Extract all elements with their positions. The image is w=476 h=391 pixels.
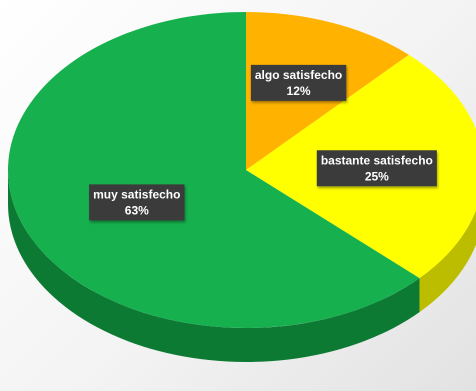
data-label-category: muy satisfecho <box>93 187 180 201</box>
data-label-muy-satisfecho: muy satisfecho 63% <box>89 184 185 221</box>
data-label-box <box>89 184 185 221</box>
data-label-category: bastante satisfecho <box>321 153 433 167</box>
pie-slice-muy-satisfecho <box>7 12 420 329</box>
data-label-value: 25% <box>365 169 389 183</box>
pie-side-muy-satisfecho <box>8 170 420 362</box>
data-label-bastante-satisfecho: bastante satisfecho 25% <box>316 150 437 187</box>
data-label-value: 63% <box>125 203 149 217</box>
data-label-box <box>316 150 437 187</box>
data-label-category: algo satisfecho <box>255 68 342 82</box>
data-label-algo-satisfecho: algo satisfecho 12% <box>250 64 347 101</box>
pie-sides <box>8 170 476 362</box>
pie-side-bastante-satisfecho <box>419 210 476 313</box>
data-label-box <box>250 64 347 101</box>
pie-data-labels: algo satisfecho 12% bastante satisfecho 25%… <box>89 64 437 221</box>
data-label-value: 12% <box>287 84 311 98</box>
